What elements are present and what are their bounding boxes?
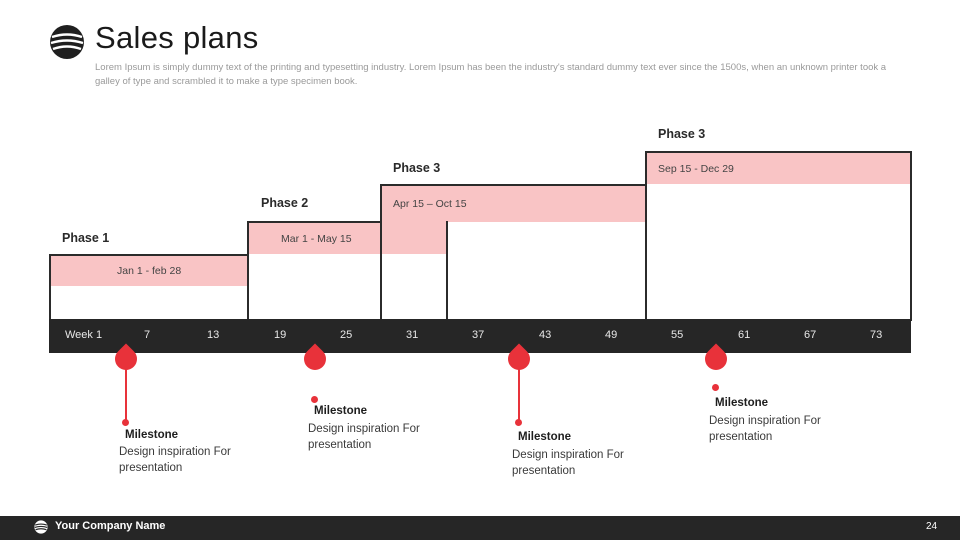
week-label: 19	[274, 329, 287, 341]
milestone-dot	[515, 419, 522, 426]
week-label: Week 1	[65, 329, 103, 341]
milestone-1-text: Design inspiration For presentation	[119, 446, 231, 474]
milestone-connector	[125, 368, 127, 422]
week-label: 31	[406, 329, 419, 341]
phase-3b-band	[647, 153, 910, 184]
week-label: 55	[671, 329, 684, 341]
milestone-dot	[311, 396, 318, 403]
milestone-4-text: Design inspiration For presentation	[709, 415, 821, 443]
milestone-3-title: Milestone	[518, 431, 572, 443]
phase-3a-band	[382, 186, 645, 222]
milestone-3-text: Design inspiration For presentation	[512, 449, 624, 477]
milestone-4-title: Milestone	[715, 397, 769, 409]
week-label: 67	[804, 329, 817, 341]
week-label: 49	[605, 329, 618, 341]
week-label: 73	[870, 329, 883, 341]
week-label: 25	[340, 329, 353, 341]
phase-3a-left-border	[380, 221, 382, 321]
company-name: Your Company Name	[55, 520, 166, 532]
milestone-connector	[518, 368, 520, 424]
phase-2-label: Phase 2	[261, 196, 309, 210]
week-label: 37	[472, 329, 485, 341]
phase-3b-dates: Sep 15 - Dec 29	[658, 163, 734, 175]
week-label: 7	[144, 329, 151, 341]
phase-3a-label: Phase 3	[393, 161, 441, 175]
milestone-1-title: Milestone	[125, 429, 179, 441]
timeline-bar	[49, 319, 911, 353]
phase-2-dates: Mar 1 - May 15	[281, 233, 352, 245]
week-label: 43	[539, 329, 552, 341]
milestone-2-title: Milestone	[314, 405, 368, 417]
page-title: Sales plans	[95, 20, 259, 55]
phase-1-dates: Jan 1 - feb 28	[117, 265, 182, 277]
phase-3a-dates: Apr 15 – Oct 15	[393, 198, 467, 210]
company-logo-icon	[50, 25, 84, 59]
page-subtitle: Lorem Ipsum is simply dummy text of the …	[95, 62, 887, 87]
phase-overlap-band	[382, 222, 446, 254]
footer-bar	[0, 516, 960, 540]
week-label: 61	[738, 329, 751, 341]
company-logo-icon	[34, 520, 48, 534]
page-number: 24	[926, 521, 938, 532]
milestone-dot	[122, 419, 129, 426]
week-label: 13	[207, 329, 220, 341]
phase-2-right-border	[446, 221, 448, 321]
milestone-2-text: Design inspiration For presentation	[308, 423, 420, 451]
phase-1-label: Phase 1	[62, 231, 110, 245]
phase-3b-label: Phase 3	[658, 127, 706, 141]
phase-1-band	[51, 256, 247, 286]
milestone-dot	[712, 384, 719, 391]
